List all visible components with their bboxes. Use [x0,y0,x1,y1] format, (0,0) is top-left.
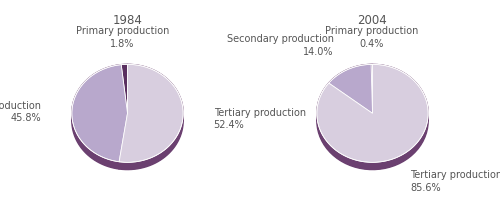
Polygon shape [371,64,372,72]
Polygon shape [371,64,372,113]
Polygon shape [72,65,128,162]
Polygon shape [317,64,428,169]
Text: 2004: 2004 [358,14,388,27]
Polygon shape [328,64,372,113]
Polygon shape [121,64,128,113]
Polygon shape [72,65,121,169]
Text: Secondary production
45.8%: Secondary production 45.8% [0,101,41,123]
Polygon shape [119,64,183,170]
Text: Primary production
0.4%: Primary production 0.4% [324,26,418,49]
Text: Primary production
1.8%: Primary production 1.8% [76,26,170,49]
Polygon shape [119,64,183,162]
Polygon shape [121,64,128,72]
Ellipse shape [317,72,428,170]
Ellipse shape [72,72,183,170]
Text: Tertiary production
52.4%: Tertiary production 52.4% [214,108,306,130]
Polygon shape [328,64,371,90]
Text: Secondary production
14.0%: Secondary production 14.0% [227,34,334,57]
Text: Tertiary production
85.6%: Tertiary production 85.6% [410,171,500,193]
Text: 1984: 1984 [112,14,142,27]
Polygon shape [317,64,428,162]
